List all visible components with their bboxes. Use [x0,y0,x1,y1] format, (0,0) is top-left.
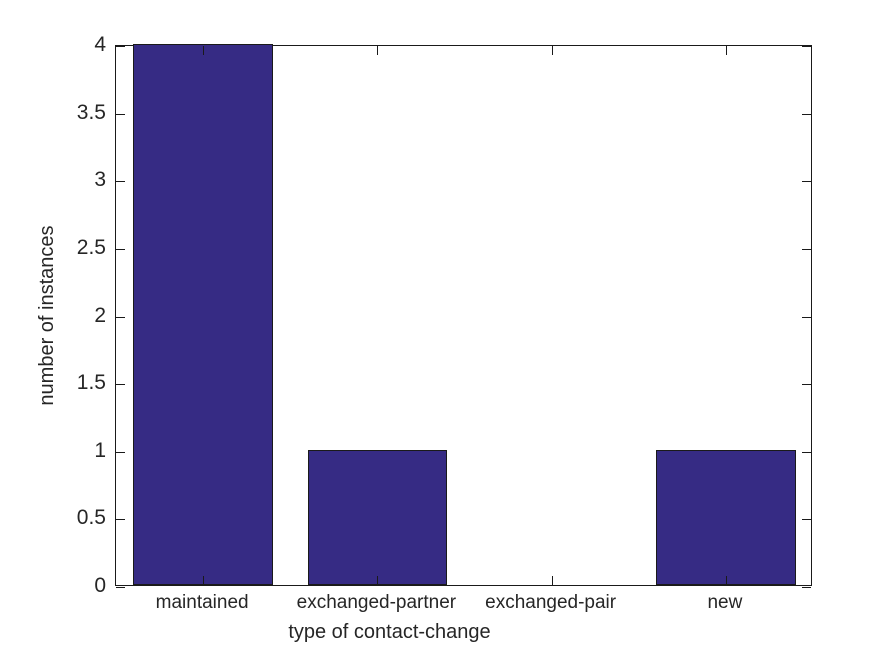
x-tick-mark [551,46,553,55]
y-tick-mark [802,384,811,386]
y-tick-label: 3 [94,168,106,192]
bar-maintained [133,44,273,585]
x-tick-mark [725,576,727,585]
y-tick-mark [116,316,125,318]
y-tick-label: 1 [94,438,106,462]
y-tick-mark [116,46,125,47]
y-tick-mark [116,587,125,588]
x-axis-label-text: type of contact-change [288,621,491,643]
x-tick-mark [377,576,379,585]
y-tick-label: 0 [94,574,106,597]
y-tick-label: 1.5 [76,371,106,395]
y-tick-mark [802,451,811,453]
y-tick-mark [802,46,811,47]
x-tick-label: new [707,592,743,613]
y-tick-mark [116,519,125,521]
bars-layer [116,44,811,585]
y-tick-label: 2 [94,303,106,327]
y-tick-mark [116,181,125,183]
x-tick-mark [203,46,205,55]
y-tick-mark [116,248,125,250]
bar-exchanged-partner [307,449,448,585]
y-tick-mark [802,248,811,250]
x-axis-label: type of contact-change [0,620,875,644]
y-tick-label: 0.5 [76,506,106,530]
x-tick-label: maintained [155,592,249,613]
x-tick-mark [551,576,553,585]
y-tick-mark [802,519,811,521]
x-tick-label: exchanged-partner [296,592,457,613]
y-tick-label: 3.5 [76,100,106,124]
x-tick-label: exchanged-pair [485,592,617,613]
bar-new [656,449,796,585]
y-tick-mark [802,316,811,318]
y-tick-mark [802,113,811,115]
y-tick-mark [802,587,811,588]
x-tick-mark [377,46,379,55]
y-tick-mark [116,384,125,386]
plot-area [115,44,812,588]
x-tick-mark [203,576,205,585]
y-tick-label: 4 [94,33,106,56]
y-tick-mark [116,451,125,453]
x-tick-mark [725,46,727,55]
y-tick-label: 2.5 [76,235,106,259]
y-tick-mark [116,113,125,115]
y-tick-mark [802,181,811,183]
